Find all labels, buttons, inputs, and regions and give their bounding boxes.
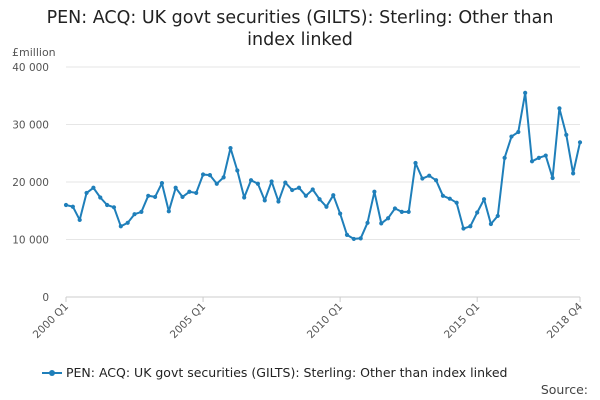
y-tick-label: 10 000 [12,235,49,247]
data-point [557,106,562,111]
y-axis-unit-label: £million [12,46,56,59]
data-point [550,175,555,181]
data-point [276,199,281,204]
data-point [84,190,89,196]
data-point [187,189,192,194]
y-tick-label: 30 000 [12,120,49,132]
data-point [523,90,528,95]
data-point [338,211,343,216]
data-point [310,187,315,192]
data-point [77,217,82,223]
data-point [180,194,185,200]
data-point [242,195,247,200]
data-point [571,171,576,176]
data-point [427,173,432,178]
data-point [283,180,288,185]
data-point [399,209,404,214]
data-point [392,206,398,211]
series-line [65,91,581,240]
data-point [139,209,144,214]
y-tick-label: 20 000 [12,177,49,189]
data-point [296,185,302,190]
data-point [324,204,329,209]
data-point [475,210,480,215]
data-point [502,155,507,160]
data-point [331,193,336,198]
data-point [564,132,569,137]
data-point [105,202,110,208]
data-point [255,181,260,186]
data-point [406,209,411,214]
data-point [509,134,514,139]
data-point [91,185,96,190]
data-point [468,224,473,229]
data-point [447,196,452,201]
source-label: Source: [540,382,588,397]
x-tick-label: 2000 Q1 [31,301,71,341]
data-point [207,173,213,178]
data-point [173,185,178,190]
data-point [481,197,487,202]
data-point [386,216,391,221]
data-point [577,140,583,145]
data-point [262,198,267,203]
legend: PEN: ACQ: UK govt securities (GILTS): St… [42,365,507,380]
data-point [358,236,363,241]
data-point [351,236,356,242]
chart-title: PEN: ACQ: UK govt securities (GILTS): St… [46,8,554,50]
data-point [344,232,350,237]
data-point [516,129,521,135]
data-point [214,181,219,186]
data-point [152,194,158,200]
legend-label: PEN: ACQ: UK govt securities (GILTS): St… [66,365,508,380]
data-point [228,145,233,151]
x-tick-label: 2005 Q1 [168,301,208,341]
data-point [98,195,103,200]
data-point [303,193,308,198]
data-point [529,159,535,164]
data-point [125,220,130,225]
data-point [440,193,446,198]
data-point [420,176,425,181]
data-point [70,204,75,209]
data-point [248,178,254,183]
data-point [200,172,206,177]
data-point [159,181,165,186]
data-point [194,190,199,196]
data-point [365,220,370,225]
data-point [413,160,418,166]
data-point [461,226,466,231]
data-point [433,178,439,183]
data-point [488,221,494,227]
data-point [543,153,548,158]
data-point [221,175,226,180]
x-tick-label: 2010 Q1 [305,301,345,341]
data-point [111,205,117,210]
data-point [132,212,137,217]
y-tick-label: 40 000 [12,62,49,74]
legend-swatch-dot [49,369,55,376]
data-point [166,209,171,214]
data-point [317,197,322,202]
data-point [495,213,500,219]
data-point [63,202,69,208]
data-point [290,187,295,193]
data-point [536,155,541,160]
data-point [269,179,274,184]
y-tick-label: 0 [42,292,49,304]
data-point [235,168,240,173]
x-tick-label: 2015 Q1 [442,301,482,341]
data-point [379,221,384,226]
x-tick-label: 2018 Q4 [545,300,586,341]
data-point [146,193,151,198]
data-point [372,189,377,194]
data-point [118,224,123,229]
legend-swatch [42,367,62,379]
data-point [454,200,459,205]
